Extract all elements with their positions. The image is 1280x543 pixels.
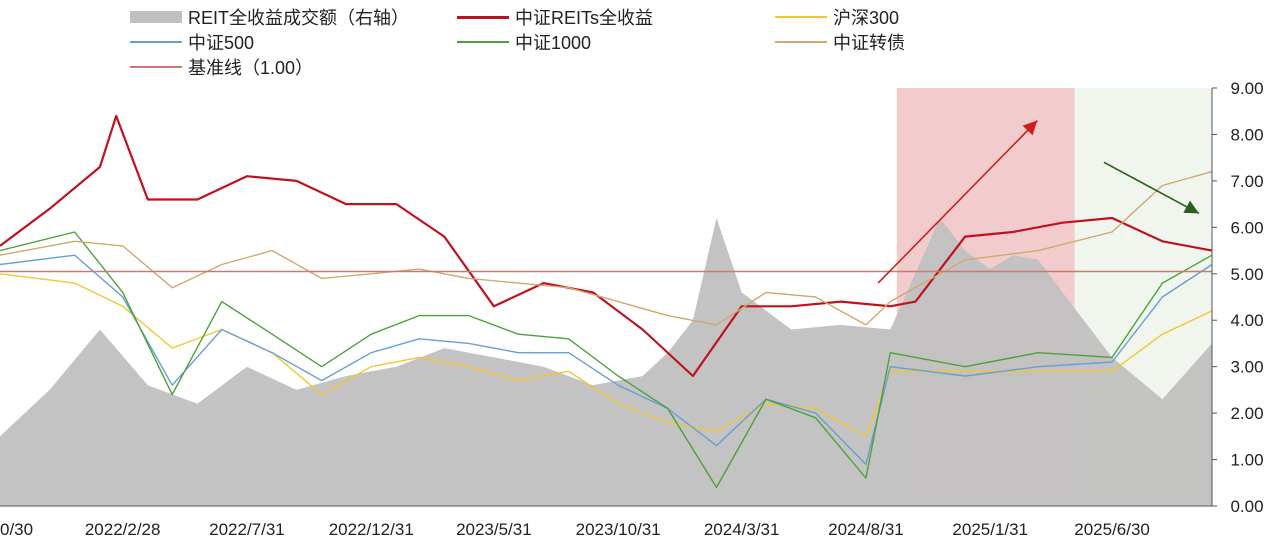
y-tick-label: 7.00 [1230,172,1263,191]
legend-item-baseline: 基准线（1.00） [130,56,313,78]
x-axis: 0/30 2022/2/28 2022/7/31 2022/12/31 2023/5/3… [0,505,1212,539]
legend-label-baseline: 基准线（1.00） [188,58,314,78]
trend-arrows-layer [877,119,1200,284]
series-csi1000-line [0,231,1213,489]
x-tick-label: 2022/2/28 [85,520,161,539]
legend-label-csi1000: 中证1000 [515,33,592,53]
y-tick-label: 3.00 [1230,358,1263,377]
x-tick-label: 2022/12/31 [329,520,414,539]
legend-label-csi500: 中证500 [188,33,255,53]
y-tick-label: 0.00 [1230,497,1263,516]
legend-item-csi500: 中证500 [130,31,254,53]
y-tick-label: 8.00 [1230,125,1263,144]
y-axis-right: 0.00 1.00 2.00 3.00 4.00 5.00 6.00 7.00 8.00 9.00 [1211,79,1264,516]
series-reits-line [0,114,1213,378]
y-tick-label: 9.00 [1230,79,1263,98]
series-lines-layer [0,114,1213,489]
legend-label-reits: 中证REITs全收益 [515,8,654,28]
legend-item-hs300: 沪深300 [775,6,899,28]
x-tick-label: 2023/10/31 [576,520,661,539]
legend-swatch-reits [457,15,509,19]
series-convertible-line [0,170,1213,326]
legend-item-csi1000: 中证1000 [457,31,591,53]
y-tick-label: 4.00 [1230,311,1263,330]
trend-arrow-line-1 [877,119,1038,284]
y-tick-label: 5.00 [1230,265,1263,284]
trend-arrow-head-2 [1183,200,1200,214]
y-tick-label: 2.00 [1230,404,1263,423]
x-tick-label: 2024/3/31 [704,520,780,539]
trend-arrow-line-2 [1103,161,1200,215]
legend-label-volume: REIT全收益成交额（右轴） [188,8,409,28]
trend-arrow-head-1 [1022,120,1038,136]
volume-area-layer [0,218,1212,506]
x-tick-label: 2023/5/31 [456,520,532,539]
legend-swatch-convertible [775,41,827,43]
x-tick-label: 0/30 [0,520,33,539]
y-tick-label: 1.00 [1230,451,1263,470]
series-volume-area [0,218,1212,506]
x-tick-label: 2025/6/30 [1074,520,1150,539]
legend-swatch-hs300 [775,16,827,18]
x-tick-label: 2025/1/31 [952,520,1028,539]
legend-item-reits: 中证REITs全收益 [457,6,653,28]
legend: REIT全收益成交额（右轴） 中证REITs全收益 沪深300 中证500 中证… [0,0,1280,82]
y-tick-label: 6.00 [1230,218,1263,237]
x-tick-label: 2022/7/31 [209,520,285,539]
x-tick-label: 2024/8/31 [828,520,904,539]
legend-swatch-csi1000 [457,41,509,43]
legend-item-volume: REIT全收益成交额（右轴） [130,6,409,28]
legend-swatch-baseline [130,66,182,68]
series-hs300-line [0,273,1213,437]
series-csi500-line [0,254,1213,465]
legend-swatch-volume [130,11,182,23]
legend-label-hs300: 沪深300 [833,8,900,28]
legend-swatch-csi500 [130,41,182,43]
legend-label-convertible: 中证转债 [833,33,905,53]
legend-item-convertible: 中证转债 [775,31,905,53]
